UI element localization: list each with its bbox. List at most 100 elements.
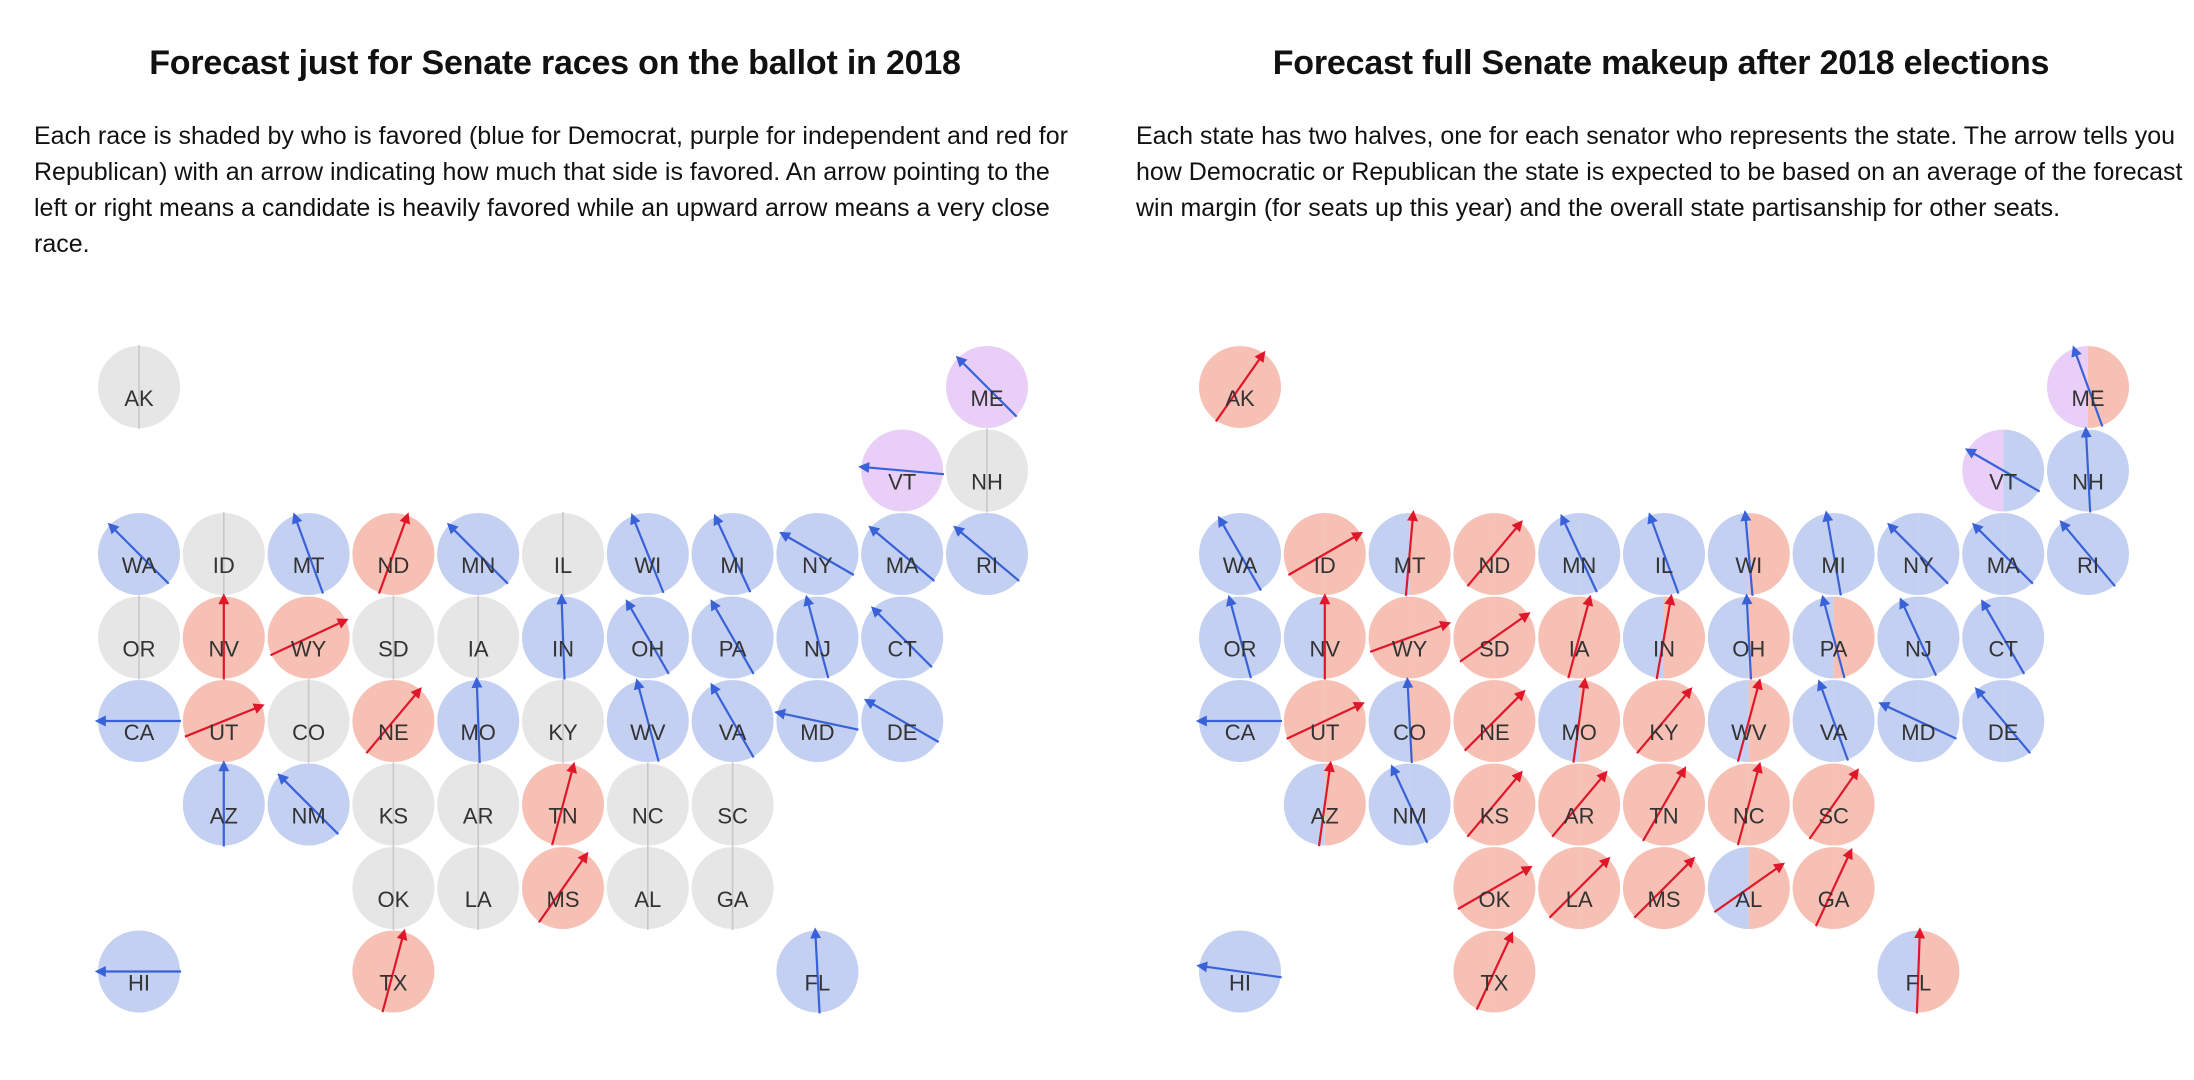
- state-tile-oh: OH: [606, 596, 689, 679]
- state-half-left: [1538, 680, 1580, 762]
- state-half-right: [1918, 680, 1960, 762]
- state-tile-tx: TX: [352, 928, 435, 1013]
- state-half-right: [1324, 680, 1366, 762]
- state-half-left: [1283, 513, 1325, 595]
- state-tile-nm: NM: [267, 763, 350, 846]
- state-label: TN: [1649, 804, 1678, 829]
- panel-title: Forecast just for Senate races on the ba…: [149, 44, 961, 82]
- state-half-right: [1748, 763, 1790, 846]
- state-half-left: [1792, 680, 1834, 762]
- margin-arrow: [955, 355, 1018, 418]
- state-tile-wa: WA: [98, 513, 180, 595]
- state-tile-ia: IA: [437, 595, 520, 680]
- state-tile-de: DE: [861, 680, 944, 762]
- state-half-right: [1748, 596, 1790, 679]
- margin-arrow: [1971, 522, 2034, 585]
- margin-arrow: [1899, 597, 1938, 677]
- state-half-right: [2003, 513, 2045, 595]
- state-tile-ne: NE: [352, 680, 435, 762]
- state-half-left: [1792, 513, 1834, 595]
- state-label: AZ: [210, 804, 238, 829]
- state-tile-nd: ND: [352, 512, 435, 595]
- state-label: IA: [1569, 637, 1590, 662]
- margin-arrow: [630, 513, 665, 594]
- state-tile-tn: TN: [522, 761, 604, 846]
- margin-arrow: [1736, 761, 1763, 846]
- margin-arrow: [625, 599, 670, 675]
- state-half-right: [1918, 513, 1960, 595]
- state-tile-nj: NJ: [1877, 596, 1960, 679]
- state-half-left: [1707, 596, 1749, 679]
- margin-arrow: [1636, 687, 1693, 754]
- state-label: CO: [1393, 720, 1426, 745]
- state-tile-or: OR: [1199, 594, 1281, 679]
- state-label: GA: [1818, 887, 1850, 912]
- state-half-left: [1538, 846, 1580, 929]
- margin-arrow: [556, 593, 568, 680]
- state-label: RI: [976, 553, 998, 578]
- state-tile-vt: VT: [1962, 429, 2045, 512]
- margin-arrow: [277, 773, 340, 835]
- state-label: WI: [634, 553, 661, 578]
- state-label: ND: [378, 553, 410, 578]
- state-label: NE: [1479, 720, 1510, 745]
- state-tile-ma: MA: [1962, 513, 2045, 595]
- state-tile-ok: OK: [352, 846, 435, 930]
- state-half-left: [1368, 680, 1410, 762]
- state-label: WA: [122, 553, 157, 578]
- state-tile-hi: HI: [1196, 930, 1282, 1013]
- state-tile-pa: PA: [1792, 594, 1875, 679]
- state-label: NE: [378, 720, 409, 745]
- state-label: NJ: [804, 637, 831, 662]
- margin-arrow: [710, 599, 755, 675]
- state-tile-mo: MO: [437, 676, 520, 764]
- state-tile-fl: FL: [1877, 927, 1960, 1014]
- margin-arrow: [1655, 593, 1676, 680]
- state-half-right: [1833, 680, 1875, 762]
- panel-description: Each race is shaded by who is favored (b…: [34, 122, 1068, 258]
- margin-arrow: [1560, 513, 1598, 593]
- state-half-right: [1240, 596, 1281, 679]
- state-label: PA: [1820, 637, 1848, 662]
- state-tile-il: IL: [522, 512, 604, 596]
- state-label: NC: [1733, 804, 1765, 829]
- state-label: MI: [720, 553, 744, 578]
- state-tile-co: CO: [267, 679, 350, 763]
- state-label: SC: [717, 804, 748, 829]
- state-tile-ca: CA: [1195, 680, 1282, 762]
- state-half-left: [1283, 763, 1325, 846]
- state-label: OH: [1732, 637, 1765, 662]
- state-tile-mi: MI: [691, 513, 774, 595]
- state-label: MN: [461, 553, 495, 578]
- state-label: AL: [1735, 887, 1762, 912]
- state-tile-in: IN: [1623, 593, 1705, 680]
- state-half-right: [2003, 680, 2045, 762]
- margin-arrow: [810, 927, 822, 1014]
- state-label: IL: [1655, 553, 1673, 578]
- margin-arrow: [381, 928, 408, 1013]
- margin-arrow: [537, 851, 589, 924]
- state-tile-in: IN: [522, 593, 604, 680]
- margin-arrow: [1463, 689, 1526, 752]
- margin-arrow: [1402, 676, 1414, 763]
- state-half-left: [1962, 680, 2004, 762]
- state-tile-al: AL: [1707, 846, 1790, 929]
- state-half-left: [1368, 513, 1410, 595]
- state-label: ID: [1314, 553, 1336, 578]
- state-label: NJ: [1905, 637, 1932, 662]
- state-tile-de: DE: [1962, 680, 2045, 762]
- margin-arrow: [1466, 770, 1523, 838]
- state-label: IN: [552, 637, 574, 662]
- state-half-right: [1664, 680, 1705, 762]
- state-label: CA: [124, 720, 155, 745]
- state-tile-nd: ND: [1453, 513, 1536, 595]
- margin-arrow: [2071, 345, 2104, 427]
- state-label: AZ: [1311, 804, 1339, 829]
- margin-arrow: [1633, 856, 1696, 919]
- state-tile-ma: MA: [861, 513, 944, 595]
- state-half-right: [1664, 513, 1705, 595]
- state-tile-sc: SC: [691, 762, 774, 847]
- state-half-left: [1453, 763, 1495, 846]
- state-label: OR: [1224, 637, 1257, 662]
